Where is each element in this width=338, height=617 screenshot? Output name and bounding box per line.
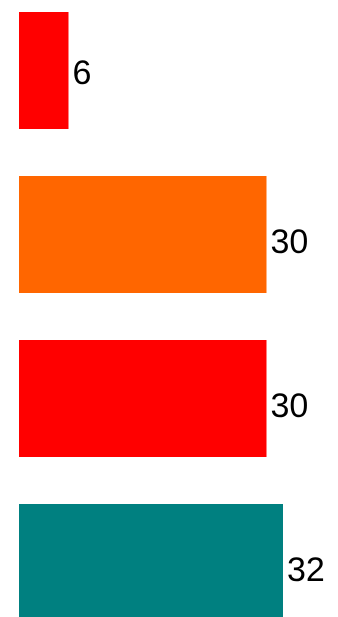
bar-1 — [19, 12, 69, 129]
bars-group — [19, 12, 283, 617]
data-label-1: 6 — [73, 54, 92, 92]
data-label-2: 30 — [271, 223, 309, 261]
data-label-4: 32 — [287, 551, 325, 589]
data-labels-group: 6 30 30 32 — [73, 54, 325, 589]
bar-4 — [19, 504, 283, 617]
bar-3 — [19, 340, 267, 457]
data-label-3: 30 — [271, 387, 309, 425]
bar-2 — [19, 176, 267, 293]
